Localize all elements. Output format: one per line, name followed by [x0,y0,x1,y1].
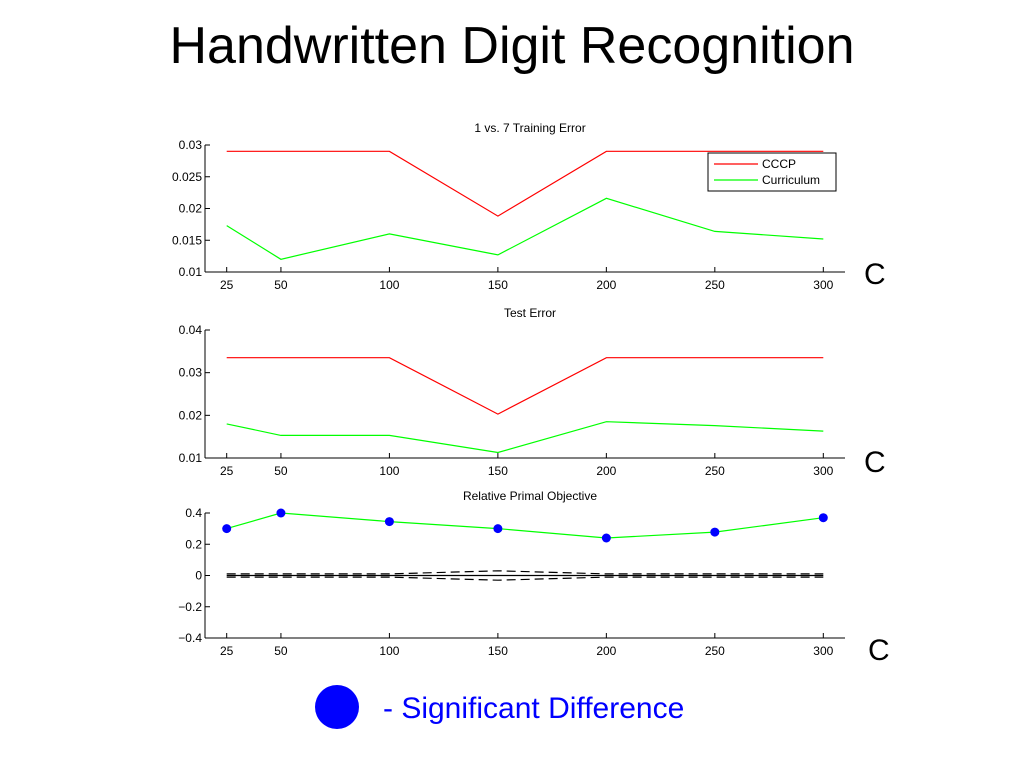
chart-3-series-4-line [226,576,824,581]
chart-3-significant-point [222,524,232,534]
chart-1-legend-box [707,152,837,192]
chart-1-series-2-line [226,197,824,260]
chart-2-xtick-label: 100 [379,464,399,478]
chart-3-xtick-label: 150 [488,644,508,658]
chart-2-xtick-label: 25 [220,464,234,478]
chart-2-ytick-label: 0.02 [179,408,203,422]
chart-2-title: Test Error [504,306,556,320]
chart-2-xtick-label: 250 [705,464,725,478]
chart-1-ytick-label: 0.01 [179,265,203,279]
chart-3-ytick-label: −0.4 [178,631,202,645]
chart-3-ytick-label: 0 [195,569,202,583]
chart-1-ytick-label: 0.03 [179,138,203,152]
chart-3-ytick-label: 0.4 [185,506,202,520]
slide-title: Handwritten Digit Recognition [169,17,855,75]
chart-3-xtick-label: 250 [705,644,725,658]
significant-difference-label: - Significant Difference [383,692,685,725]
chart-3-xtick-label: 200 [596,644,616,658]
chart-3-ytick-label: 0.2 [185,537,202,551]
chart-1-title: 1 vs. 7 Training Error [474,121,585,135]
chart-3-xtick-label: 300 [813,644,833,658]
chart-2-series-2-line [226,421,824,454]
chart-2-xtick-label: 150 [488,464,508,478]
c-label-3: C [868,634,890,667]
chart-1-ytick-label: 0.015 [172,233,202,247]
chart-3-significant-point [276,508,286,518]
chart-2-xtick-label: 300 [813,464,833,478]
c-label-2: C [864,446,886,479]
c-label-1: C [864,258,886,291]
chart-3-series-1-line [226,512,824,539]
chart-1-legend-label-1: CCCP [762,157,796,171]
chart-2-ytick-label: 0.01 [179,451,203,465]
chart-3-significant-point [818,513,828,523]
chart-3-title: Relative Primal Objective [463,489,597,503]
chart-3-xtick-label: 50 [274,644,288,658]
chart-1-xtick-label: 25 [220,278,234,292]
chart-1-xtick-label: 250 [705,278,725,292]
chart-3-significant-point [493,524,503,534]
chart-3-xtick-label: 25 [220,644,234,658]
chart-3-xtick-label: 100 [379,644,399,658]
chart-1-xtick-label: 200 [596,278,616,292]
chart-1-xtick-label: 100 [379,278,399,292]
chart-1-legend-label-2: Curriculum [762,173,820,187]
chart-2-ytick-label: 0.04 [179,323,203,337]
chart-3-ytick-label: −0.2 [178,600,202,614]
chart-3-series-3-line [226,570,824,575]
chart-1-ytick-label: 0.02 [179,202,203,216]
chart-3-significant-point [601,533,611,543]
chart-1-ytick-label: 0.025 [172,170,202,184]
chart-1-xtick-label: 50 [274,278,288,292]
chart-3-significant-point [710,527,720,537]
chart-2-ytick-label: 0.03 [179,366,203,380]
chart-1-xtick-label: 300 [813,278,833,292]
chart-2-xtick-label: 50 [274,464,288,478]
chart-3-significant-point [384,517,394,527]
significant-marker-icon [315,685,359,729]
chart-1-xtick-label: 150 [488,278,508,292]
chart-2-xtick-label: 200 [596,464,616,478]
chart-2-series-1-line [226,357,824,415]
chart-1-series-1-line [226,150,824,217]
